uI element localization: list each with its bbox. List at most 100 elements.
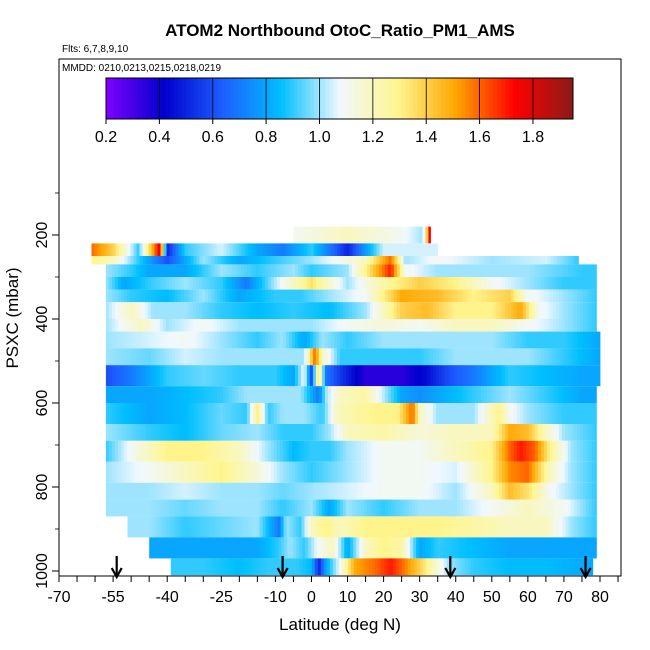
heatmap-cell xyxy=(228,264,233,277)
heatmap-cell xyxy=(195,348,200,366)
heatmap-cell xyxy=(387,482,392,500)
colorbar-tick-label: 0.8 xyxy=(255,129,277,146)
heatmap-cell xyxy=(285,499,290,517)
heatmap-cell xyxy=(517,516,521,538)
heatmap-cell xyxy=(327,277,332,290)
heatmap-cell xyxy=(354,461,359,483)
heatmap-cell xyxy=(438,499,443,517)
heatmap-cell xyxy=(538,516,542,538)
heatmap-cell xyxy=(189,403,194,424)
heatmap-cell xyxy=(411,440,416,462)
heatmap-cell xyxy=(144,461,149,483)
heatmap-cell xyxy=(489,302,494,319)
heatmap-cell xyxy=(474,264,479,277)
colorbar-swatch xyxy=(429,78,434,119)
heatmap-cell xyxy=(455,558,460,576)
heatmap-cell xyxy=(495,386,500,403)
heatmap-cell xyxy=(522,440,527,462)
heatmap-cell xyxy=(534,461,539,483)
heatmap-cell xyxy=(576,264,581,277)
heatmap-cell xyxy=(349,516,353,538)
heatmap-cell xyxy=(438,424,443,441)
heatmap-cell xyxy=(234,482,239,500)
heatmap-cell xyxy=(369,348,374,366)
heatmap-cell xyxy=(539,558,544,576)
heatmap-cell xyxy=(330,386,335,403)
heatmap-cell xyxy=(144,348,149,366)
heatmap-cell xyxy=(318,461,323,483)
heatmap-cell xyxy=(297,499,302,517)
heatmap-cell xyxy=(453,461,458,483)
heatmap-cell xyxy=(172,256,176,265)
heatmap-cell xyxy=(345,319,350,332)
heatmap-cell xyxy=(251,558,256,576)
heatmap-cell xyxy=(463,256,467,265)
heatmap-cell xyxy=(216,482,221,500)
heatmap-cell xyxy=(213,331,218,349)
heatmap-cell xyxy=(358,516,362,538)
heatmap-cell xyxy=(513,289,518,303)
heatmap-cell xyxy=(549,289,554,303)
heatmap-cell xyxy=(192,499,197,517)
heatmap-cell xyxy=(590,537,594,559)
heatmap-cell xyxy=(543,302,548,319)
heatmap-cell xyxy=(498,499,503,517)
heatmap-cell xyxy=(370,256,374,265)
heatmap-cell xyxy=(297,424,302,441)
heatmap-cell xyxy=(332,558,337,576)
heatmap-cell xyxy=(555,482,560,500)
heatmap-cell xyxy=(354,482,359,500)
heatmap-cell xyxy=(354,319,359,332)
heatmap-cell xyxy=(139,243,143,256)
heatmap-cell xyxy=(498,319,503,332)
heatmap-cell xyxy=(279,264,284,277)
heatmap-cell xyxy=(147,461,152,483)
heatmap-cell xyxy=(594,264,597,277)
heatmap-cell xyxy=(405,499,410,517)
heatmap-cell xyxy=(183,482,188,500)
heatmap-cell xyxy=(154,516,158,538)
heatmap-cell xyxy=(432,424,437,441)
heatmap-cell xyxy=(108,461,113,483)
heatmap-cell xyxy=(462,264,467,277)
heatmap-cell xyxy=(333,302,338,319)
heatmap-cell xyxy=(513,277,518,290)
heatmap-cell xyxy=(495,277,500,290)
heatmap-cell xyxy=(108,277,113,290)
heatmap-cell xyxy=(424,256,428,265)
heatmap-cell xyxy=(416,226,420,244)
heatmap-cell xyxy=(549,264,554,277)
heatmap-cell xyxy=(180,386,185,403)
heatmap-cell xyxy=(381,331,386,349)
heatmap-cell xyxy=(557,558,562,576)
heatmap-cell xyxy=(261,403,266,424)
heatmap-cell xyxy=(486,440,491,462)
heatmap-cell xyxy=(411,289,416,303)
colorbar-swatch xyxy=(237,78,243,119)
heatmap-cell xyxy=(394,256,398,265)
heatmap-cell xyxy=(426,302,431,319)
colorbar-swatch xyxy=(489,78,494,119)
colorbar-swatch xyxy=(453,78,458,119)
heatmap-cell xyxy=(474,348,479,366)
heatmap-cell xyxy=(465,348,470,366)
heatmap-cell xyxy=(354,386,359,403)
heatmap-cell xyxy=(132,482,137,500)
heatmap-cell xyxy=(228,499,233,517)
heatmap-cell xyxy=(389,558,394,576)
heatmap-cell xyxy=(378,348,383,366)
heatmap-cell xyxy=(372,424,377,441)
heatmap-cell xyxy=(141,348,146,366)
heatmap-cell xyxy=(255,277,260,290)
heatmap-cell xyxy=(234,331,239,349)
heatmap-cell xyxy=(494,537,498,559)
heatmap-cell xyxy=(278,558,283,576)
heatmap-cell xyxy=(470,537,474,559)
heatmap-cell xyxy=(282,264,287,277)
heatmap-cell xyxy=(178,243,182,256)
heatmap-cell xyxy=(207,289,212,303)
heatmap-cell xyxy=(549,331,554,349)
heatmap-cell xyxy=(387,319,392,332)
heatmap-cell xyxy=(459,440,464,462)
heatmap-cell xyxy=(138,277,143,290)
